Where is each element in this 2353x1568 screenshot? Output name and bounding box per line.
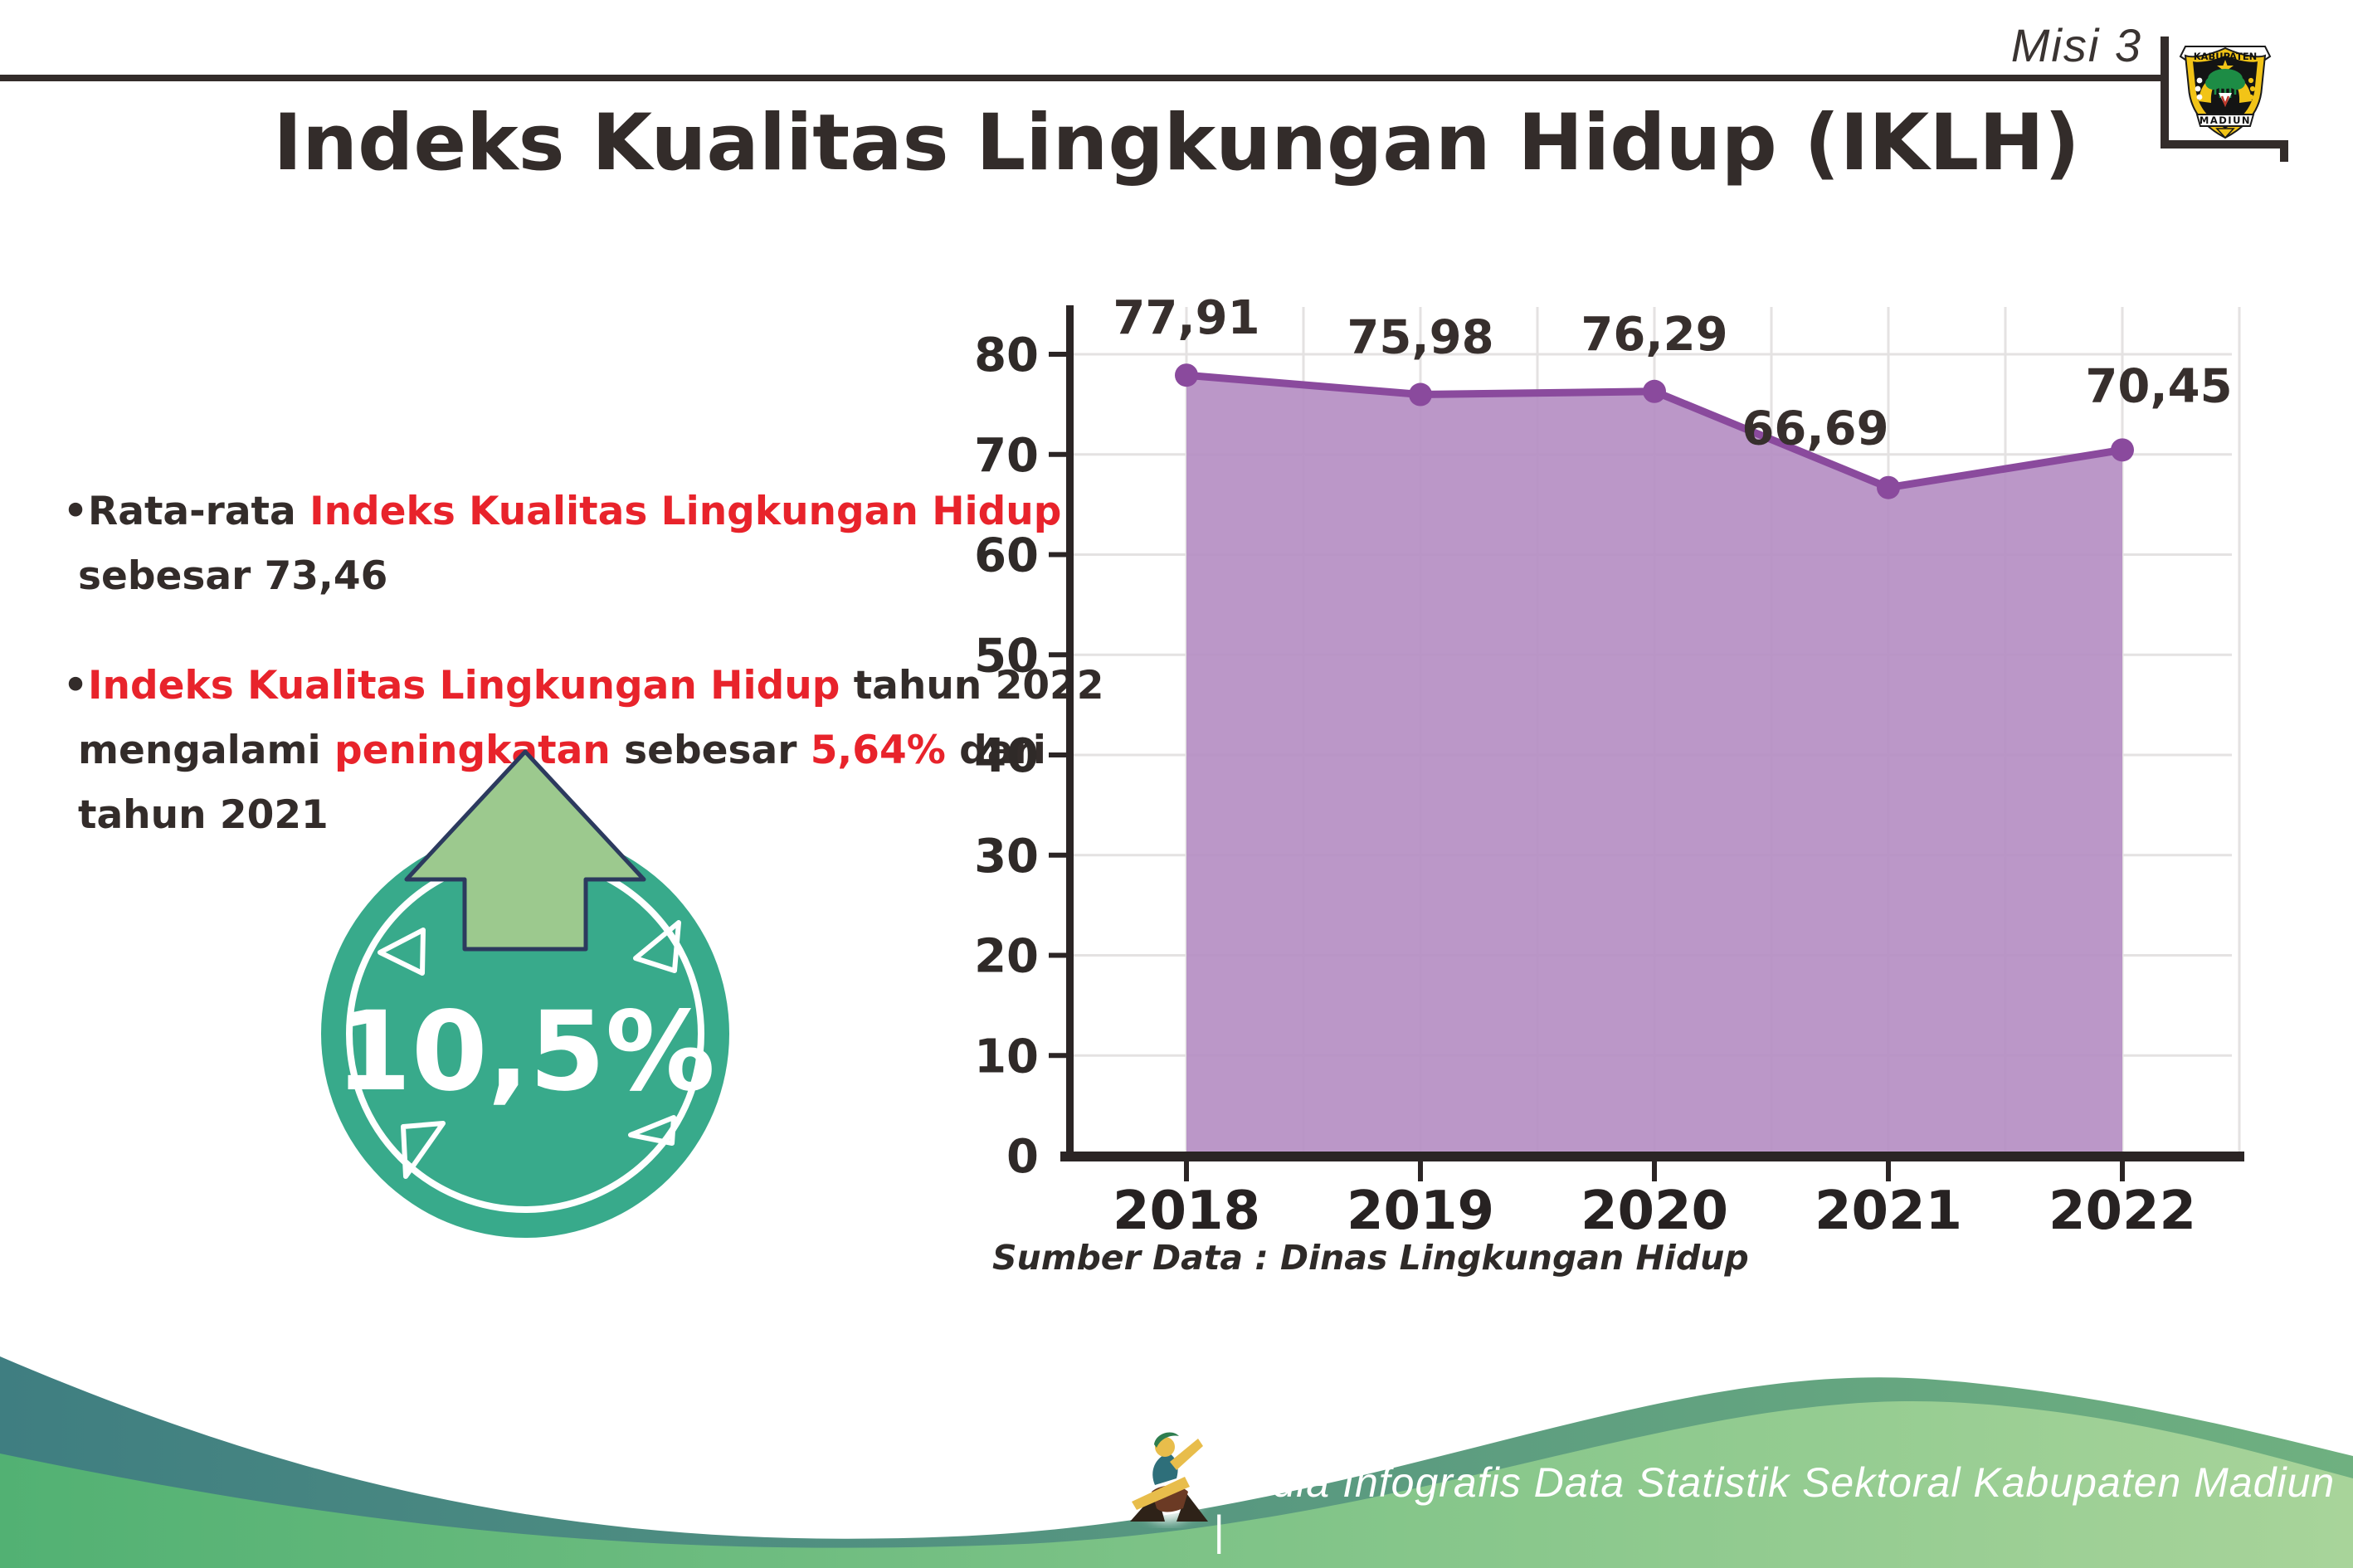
chart-y-tick	[1049, 652, 1067, 658]
chart-x-tick-label: 2018	[1113, 1181, 1260, 1242]
chart-data-label: 70,45	[2085, 359, 2232, 413]
list-item-line: •Indeks Kualitas Lingkungan Hidup tahun …	[63, 654, 1103, 718]
chart-y-tick-label: 20	[974, 930, 1039, 984]
logo-top-text: KABUPATEN	[2194, 51, 2258, 62]
footer-wave-decoration	[0, 1356, 2353, 1568]
page-title: Indeks Kualitas Lingkungan Hidup (IKLH)	[273, 98, 2080, 188]
highlighted-text: Indeks Kualitas Lingkungan Hidup	[88, 663, 840, 709]
chart-y-axis	[1066, 305, 1074, 1161]
chart-y-tick-label: 70	[974, 429, 1039, 483]
chart-x-axis	[1060, 1152, 2244, 1161]
list-item: •Rata-rata Indeks Kualitas Lingkungan Hi…	[63, 480, 1061, 609]
chart-y-tick-label: 50	[974, 629, 1039, 683]
footer-caption: Media Infografis Data Statistik Sektoral…	[1213, 1459, 2336, 1554]
header-divider-line	[0, 75, 2164, 81]
highlighted-text: Indeks Kualitas Lingkungan Hidup	[309, 489, 1062, 534]
list-item-line: mengalami peningkatan sebesar 5,64% dari	[63, 718, 1046, 783]
body-text: sebesar 73,46	[78, 553, 388, 600]
chart-y-tick	[1049, 552, 1067, 558]
iklh-area-chart: 0 10 20 30 40 50 60 70 80 2018 2019 2020 2021 2022 77,…	[974, 291, 2244, 1242]
list-item-line: sebesar 73,46	[63, 544, 1017, 609]
bullet-marker: •	[63, 663, 89, 709]
bullet-marker: •	[63, 489, 89, 534]
chart-y-tick	[1049, 752, 1067, 757]
body-text: mengalami	[78, 728, 334, 774]
up-arrow-icon	[404, 749, 646, 952]
logo-star-icon	[2217, 60, 2234, 75]
badge-spark-triangles	[378, 920, 681, 1179]
chart-x-tick	[2120, 1161, 2125, 1181]
chart-source-label: Sumber Data : Dinas Lingkungan Hidup	[992, 1238, 1749, 1278]
chart-data-label: 75,98	[1347, 311, 1493, 365]
chart-data-label: 77,91	[1113, 291, 1259, 345]
list-item-line: tahun 2021	[63, 783, 1017, 848]
logo-bottom-text: MADIUN	[2200, 114, 2251, 126]
chart-y-tick	[1049, 451, 1067, 457]
chart-data-point	[1409, 382, 1432, 407]
chart-x-tick-label: 2021	[1815, 1181, 1962, 1242]
chart-data-point	[1175, 363, 1198, 387]
logo-frame-shadow	[2280, 140, 2288, 162]
chart-data-point	[1643, 379, 1666, 403]
chart-y-tick	[1049, 852, 1067, 858]
highlighted-text: 5,64%	[810, 728, 946, 774]
chart-x-tick	[1184, 1161, 1189, 1181]
chart-y-tick-label: 40	[974, 729, 1039, 783]
body-text: dari	[945, 728, 1046, 774]
chart-y-tick-label: 60	[974, 529, 1039, 583]
key-findings-list: •Rata-rata Indeks Kualitas Lingkungan Hi…	[63, 480, 1103, 893]
chart-x-tick	[1418, 1161, 1423, 1181]
logo-frame-horizontal	[2161, 140, 2288, 149]
chart-data-point	[2111, 438, 2134, 462]
chart-y-tick	[1049, 352, 1067, 357]
misi-label: Misi 3	[2010, 19, 2142, 71]
logo-cotton-and-rice	[2195, 77, 2256, 100]
chart-y-tick-label: 10	[974, 1030, 1039, 1083]
highlighted-text: peningkatan	[334, 728, 611, 774]
chart-y-tick-label: 0	[1006, 1130, 1039, 1184]
body-text: Rata-rata	[88, 489, 310, 534]
chart-x-tick-label: 2020	[1581, 1181, 1728, 1242]
footer-wave-front	[0, 1400, 2353, 1568]
chart-x-tick	[1652, 1161, 1657, 1181]
list-item: •Indeks Kualitas Lingkungan Hidup tahun …	[63, 654, 1103, 848]
body-text: tahun 2021	[78, 792, 329, 839]
chart-data-label: 66,69	[1742, 402, 1888, 456]
chart-y-tick-label: 30	[974, 830, 1039, 884]
badge-value: 10,5%	[335, 988, 715, 1116]
logo-frame-vertical	[2161, 37, 2169, 148]
chart-y-tick-label: 80	[974, 329, 1039, 382]
body-text: tahun 2022	[840, 663, 1104, 709]
logo-bottom-ornament	[2215, 128, 2235, 139]
logo-bottom-ribbon	[2195, 114, 2255, 127]
increase-badge: 10,5%	[321, 749, 729, 1238]
body-text: sebesar	[610, 728, 811, 774]
chart-x-tick-label: 2022	[2049, 1181, 2196, 1242]
logo-center-emblem	[2219, 93, 2232, 108]
kabupaten-madiun-logo: KABUPATEN MADIUN	[2179, 46, 2272, 139]
chart-data-label: 76,29	[1581, 308, 1727, 362]
chart-area-fill	[1186, 375, 2122, 1156]
chart-x-tick	[1886, 1161, 1891, 1181]
chart-data-point	[1877, 475, 1900, 499]
logo-tree-icon	[2205, 69, 2245, 100]
chart-x-tick-label: 2019	[1347, 1181, 1494, 1242]
list-item-line: •Rata-rata Indeks Kualitas Lingkungan Hi…	[63, 480, 1061, 544]
chart-y-tick	[1049, 1053, 1067, 1059]
chart-y-tick	[1049, 952, 1067, 958]
dancer-mascot-icon	[1130, 1432, 1208, 1522]
